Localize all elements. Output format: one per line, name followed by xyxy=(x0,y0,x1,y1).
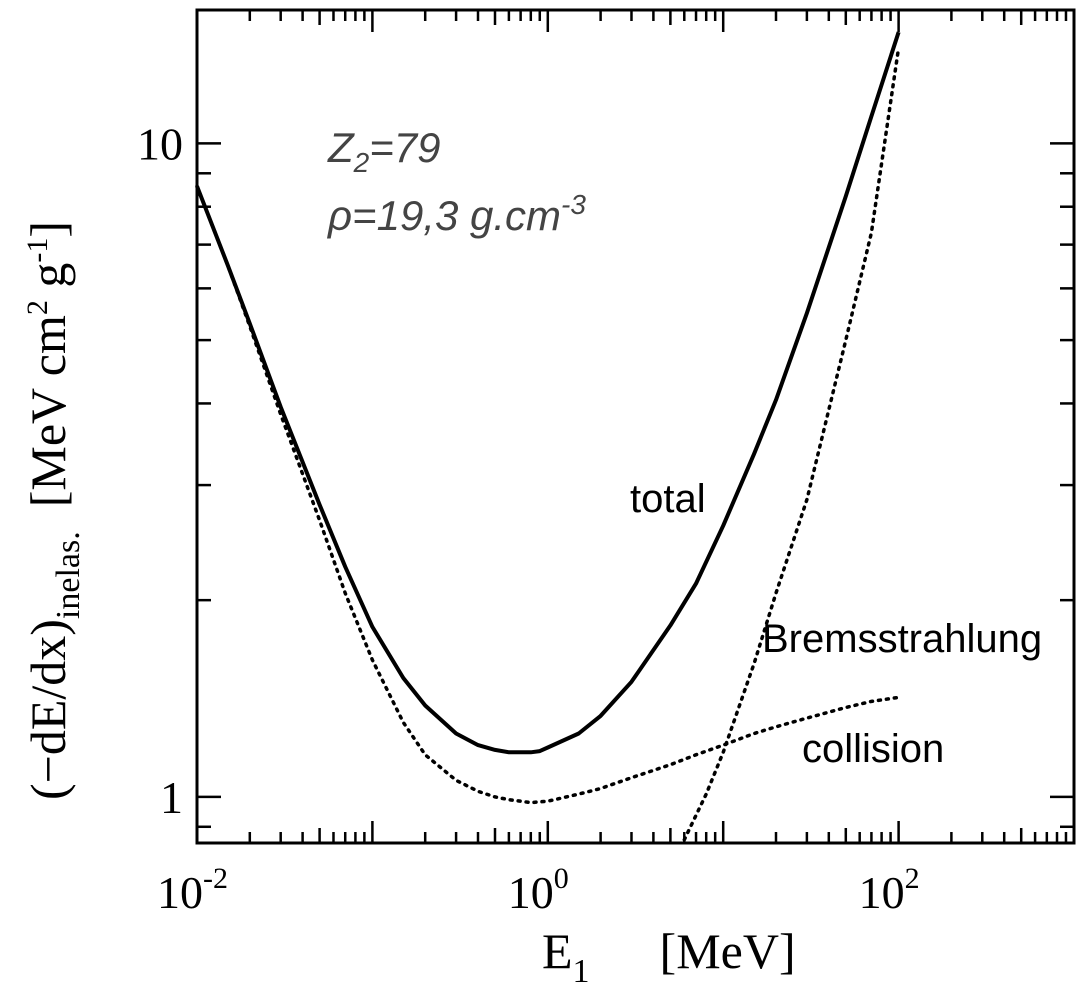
y-axis-label: (−dE/dx)inelas. [MeV cm2 g-1] xyxy=(20,221,87,800)
series-layer xyxy=(195,31,901,842)
series-line-bremsstrahlung xyxy=(682,46,901,842)
x-tick-label: 10-2 xyxy=(157,862,228,918)
annotation-density-main: ρ=19,3 g.cm xyxy=(326,192,561,239)
series-label-bremsstrahlung: Bremsstrahlung xyxy=(762,617,1042,661)
x-axis-label-sub: 1 xyxy=(573,953,590,990)
y-axis-label-main: (−dE/dx) xyxy=(20,619,76,800)
series-line-total xyxy=(195,31,901,755)
annotation-z2-main: Z xyxy=(327,124,355,171)
x-axis-label-unit: [MeV] xyxy=(660,923,796,979)
y-axis-label-unit-a-sup: 2 xyxy=(21,300,54,315)
y-axis-label-sub: inelas. xyxy=(50,531,87,619)
annotation-density: ρ=19,3 g.cm-3 xyxy=(326,189,586,239)
annotation-density-sup: -3 xyxy=(561,189,586,220)
y-tick-labels: 1 10 xyxy=(137,118,183,822)
y-axis-label-unit-c: ] xyxy=(20,221,76,238)
annotation-z2: Z2=79 xyxy=(327,124,440,178)
series-line-collision xyxy=(195,184,901,805)
x-tick-labels: 10-2 100 102 xyxy=(157,862,920,918)
annotation-z2-sub: 2 xyxy=(353,147,370,178)
y-axis-label-unit-b: g xyxy=(20,263,76,301)
x-tick-label: 102 xyxy=(859,862,920,918)
x-axis-label-main: E xyxy=(542,923,573,979)
y-axis-label-unit-a: [MeV cm xyxy=(20,315,76,507)
plot-frame xyxy=(195,8,1076,845)
x-tick-label: 100 xyxy=(508,862,569,918)
series-label-total: total xyxy=(630,477,706,521)
axis-ticks xyxy=(195,10,1074,843)
y-tick-label: 10 xyxy=(137,118,183,169)
series-label-collision: collision xyxy=(802,727,944,771)
annotation-z2-rest: =79 xyxy=(369,124,440,171)
x-axis-label: E1 [MeV] xyxy=(542,923,796,990)
y-tick-label: 1 xyxy=(160,772,183,823)
y-axis-label-unit-b-sup: -1 xyxy=(21,238,54,263)
